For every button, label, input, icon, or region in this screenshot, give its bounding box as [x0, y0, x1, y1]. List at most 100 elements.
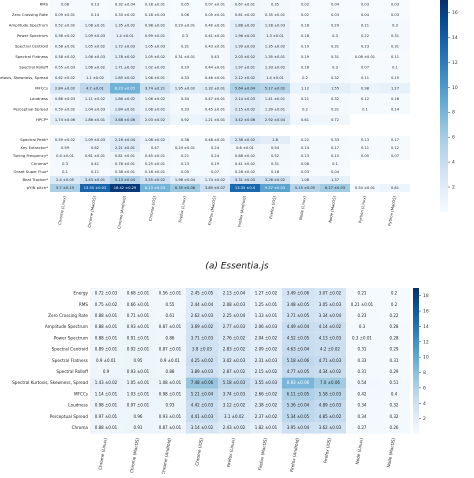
heatmap-cell	[320, 83, 350, 94]
heatmap-cell	[218, 288, 250, 300]
heatmap-cell	[250, 411, 282, 423]
heatmap-cell	[218, 400, 250, 412]
heatmap-cell	[110, 0, 140, 10]
heatmap-cell	[290, 0, 320, 10]
cell-label: 2.09 ±0.02	[255, 347, 278, 352]
cell-label: 0.18 ±0.03	[145, 13, 165, 17]
cell-label: 5.21 ±0.04	[191, 391, 214, 396]
cell-label: 0.18	[301, 34, 310, 38]
cell-label: 0.88 ±0.01	[95, 335, 118, 340]
heatmap-cell	[350, 20, 380, 31]
cell-label: 3.71 ±0.03	[191, 335, 214, 340]
heatmap-cell	[80, 184, 110, 192]
column-label: Firefox (iOS)	[268, 195, 277, 219]
heatmap-cell	[230, 9, 260, 20]
colorbar-tick-label: 6	[423, 385, 426, 391]
heatmap-cell	[230, 0, 260, 10]
heatmap-cell	[346, 377, 378, 389]
heatmap-cell	[320, 104, 350, 115]
heatmap-cell	[90, 411, 122, 423]
row-label: Zero Crossing Rate	[12, 12, 49, 17]
cell-label: 0.44 ±0.01	[205, 65, 225, 69]
colorbar-tick-label: 12	[423, 339, 429, 345]
row-label: Chroma*	[31, 161, 48, 166]
cell-label: 0.1	[392, 65, 398, 69]
cell-label: 2.04 ±0.02	[255, 335, 278, 340]
heatmap-cell	[350, 0, 380, 10]
heatmap-cell	[90, 332, 122, 344]
cell-label: 0.9 ±0.01	[160, 358, 180, 363]
cell-label: 1.86 ±0.01	[85, 118, 105, 122]
heatmap-cell	[320, 176, 350, 184]
cell-label: 0.88 ±0.01	[95, 425, 118, 430]
heatmap-cell	[122, 344, 154, 356]
colorbar-tick-label: 2	[452, 185, 455, 191]
heatmap-cell	[154, 411, 186, 423]
cell-label: 0.21	[181, 154, 189, 158]
heatmap-cell	[218, 422, 250, 434]
cell-label: 0.9 ±0.01	[96, 358, 116, 363]
heatmap-cell	[110, 83, 140, 94]
cell-label: 16.42 ±0.29	[114, 186, 137, 190]
cell-label: 4.25 ±0.02	[191, 358, 214, 363]
heatmap-cell	[282, 411, 314, 423]
cell-label: 2.15 ±0.02	[235, 107, 255, 111]
heatmap-cell	[346, 388, 378, 400]
heatmap-cell	[290, 152, 320, 160]
cell-label: 1.4 ±0.01	[266, 76, 284, 80]
heatmap-cell	[170, 83, 200, 94]
cell-label: 3.14 ±0.02	[191, 425, 214, 430]
cell-label: 1.12	[301, 86, 309, 90]
heatmap-cell	[230, 104, 260, 115]
heatmap-cell	[50, 62, 80, 73]
cell-label: 0.99 ±0.01	[145, 34, 165, 38]
cell-label: 5.18 ±0.03	[223, 380, 246, 385]
cell-label: 0.03	[361, 2, 369, 6]
row-label: Spectral Rolloff	[56, 369, 88, 374]
column-label: Node (Linux)	[354, 437, 364, 465]
heatmap-cell	[218, 344, 250, 356]
cell-label: 6.17 ±0.03	[325, 186, 345, 190]
heatmap-cell	[380, 20, 410, 31]
cell-label: 1.96 ±0.03	[235, 34, 255, 38]
heatmap-cell	[260, 0, 290, 10]
heatmap-cell	[154, 332, 186, 344]
colorbar-tick-label: 2	[423, 416, 426, 422]
cell-label: 0.34	[358, 414, 367, 419]
heatmap-cell	[260, 62, 290, 73]
cell-label: 0.36	[181, 138, 190, 142]
colorbar-tick-label: 8	[423, 370, 426, 376]
cell-label: 0.28 ±0.02	[235, 170, 255, 174]
heatmap-cell	[314, 400, 346, 412]
heatmap-cell	[250, 422, 282, 434]
heatmap-cell	[50, 184, 80, 192]
heatmap-cell	[380, 9, 410, 20]
heatmap-cell	[200, 83, 230, 94]
heatmap-cell	[282, 400, 314, 412]
row-label: MFCCs	[74, 391, 88, 396]
heatmap-cell	[80, 152, 110, 160]
heatmap-cell	[350, 184, 380, 192]
row-label: Onset Super Flux*	[13, 169, 48, 174]
column-label: Firefox (iOS)	[323, 437, 332, 463]
cell-label: 1.08 ±0.01	[159, 380, 182, 385]
heatmap-cell	[320, 168, 350, 176]
cell-label: 3.1 ±0.02	[224, 414, 244, 419]
cell-label: 0.98 ±0.01	[159, 391, 182, 396]
cell-label: 0.87 ±0.01	[159, 347, 182, 352]
cell-label: 13.55 ±0.03	[84, 186, 106, 190]
cell-label: 1.71 ±0.02	[115, 65, 135, 69]
heatmap-cell	[218, 388, 250, 400]
cell-label: 0.18	[271, 170, 280, 174]
heatmap-cell	[282, 299, 314, 311]
heatmap-cell	[260, 93, 290, 104]
heatmap-cell	[154, 400, 186, 412]
heatmap-cell	[378, 332, 410, 344]
heatmap-cell	[170, 93, 200, 104]
heatmap-cell	[282, 377, 314, 389]
cell-label: 0.02	[301, 13, 309, 17]
heatmap-cell	[314, 310, 346, 322]
heatmap-cell	[90, 388, 122, 400]
heatmap-cell	[80, 136, 110, 144]
